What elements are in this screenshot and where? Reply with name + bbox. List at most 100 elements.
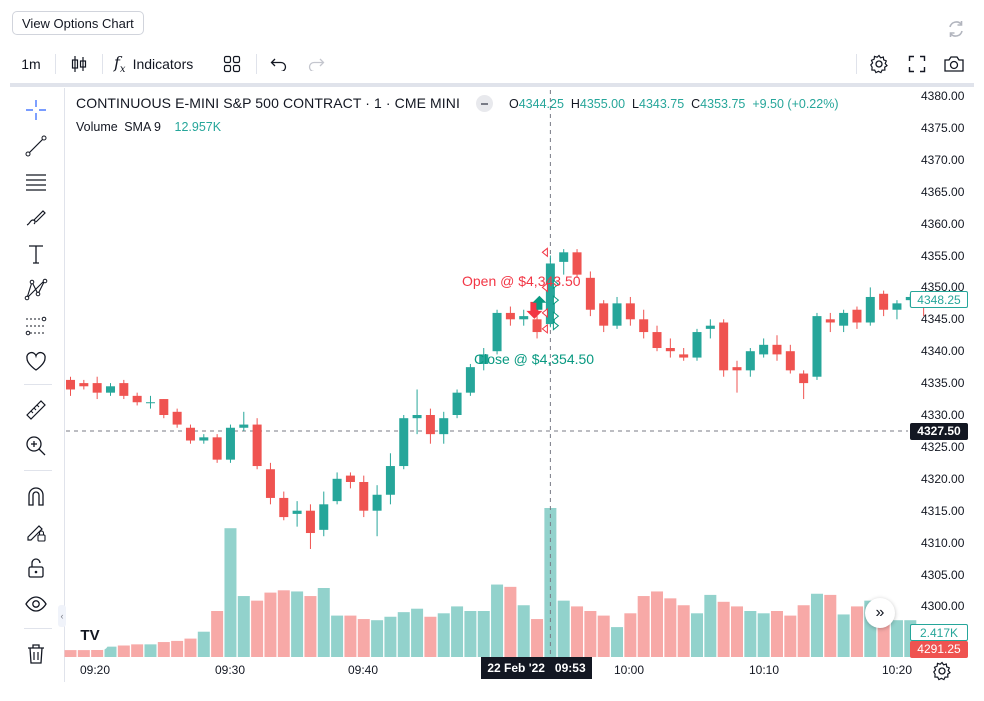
price-label: 4345.00	[921, 312, 965, 327]
symbol-title[interactable]: CONTINUOUS E-MINI S&P 500 CONTRACT · 1 ·…	[76, 95, 460, 111]
undo-icon[interactable]	[266, 44, 292, 84]
candle-body	[92, 383, 102, 393]
magnet-icon[interactable]	[22, 482, 50, 510]
interval-button[interactable]: 1m	[21, 56, 41, 72]
volume-label[interactable]: Volume	[76, 120, 118, 134]
candle-body	[412, 415, 422, 419]
divider	[24, 470, 52, 471]
redo-icon[interactable]	[303, 44, 329, 84]
settings-gear-icon[interactable]	[866, 44, 892, 84]
zoom-in-icon[interactable]	[22, 432, 50, 460]
text-icon[interactable]	[22, 240, 50, 268]
indicators-button[interactable]: fx Indicators	[114, 44, 210, 84]
fib-tools-icon[interactable]	[22, 312, 50, 340]
volume-bar	[464, 611, 477, 657]
candle-body	[79, 383, 89, 387]
candle-body	[545, 263, 555, 325]
volume-bar	[251, 600, 264, 657]
volume-bar	[691, 613, 704, 657]
volume-bar	[491, 584, 504, 657]
candle-body	[319, 504, 329, 530]
volume-bar	[611, 627, 624, 657]
candle-body	[452, 392, 462, 415]
candle-body	[585, 277, 595, 310]
fill-marker-icon	[541, 323, 548, 334]
price-label: 4340.00	[921, 344, 965, 359]
candle-body	[772, 344, 782, 355]
candle-body	[332, 478, 342, 502]
candle-body	[799, 373, 809, 384]
hide-legend-button[interactable]	[476, 95, 493, 112]
top-toolbar: 1m fx Indicators	[0, 44, 984, 84]
candle-body	[252, 424, 262, 467]
refresh-icon[interactable]	[945, 18, 967, 40]
volume-bar	[717, 601, 730, 657]
volume-bar	[277, 590, 290, 657]
volume-bar	[437, 613, 450, 657]
close-value: 4353.75	[700, 97, 746, 111]
price-label: 4350.00	[921, 280, 965, 295]
volume-bar	[264, 592, 277, 657]
price-label: 4325.00	[921, 439, 965, 454]
candle-body	[745, 351, 755, 371]
view-options-chart-button[interactable]: View Options Chart	[12, 11, 144, 35]
candle-body	[639, 319, 649, 333]
brush-icon[interactable]	[22, 204, 50, 232]
eye-icon[interactable]	[22, 590, 50, 618]
crosshair-time-label: 22 Feb '22 09:53	[481, 657, 592, 679]
candle-body	[305, 510, 315, 534]
scroll-to-realtime-button[interactable]: »	[865, 598, 895, 628]
volume-bar	[91, 648, 104, 657]
time-label: 09:40	[348, 663, 379, 677]
time-label: 10:10	[749, 663, 780, 677]
camera-icon[interactable]	[941, 44, 967, 84]
high-label: H	[570, 97, 580, 111]
change-value: +9.50 (+0.22%)	[752, 97, 839, 111]
divider	[856, 54, 857, 74]
candle-body	[612, 303, 622, 326]
collapse-toolbar-button[interactable]: ‹	[58, 605, 66, 627]
candles-style-icon[interactable]	[64, 44, 94, 84]
horizontal-lines-icon[interactable]	[22, 168, 50, 196]
volume-value: 12.957K	[174, 120, 222, 134]
candle-body	[385, 466, 395, 495]
fill-marker-icon	[541, 247, 548, 258]
volume-bar	[744, 611, 757, 657]
crosshair-icon[interactable]	[22, 96, 50, 124]
price-label: 4380.00	[921, 89, 965, 103]
volume-bar	[877, 620, 890, 657]
fullscreen-icon[interactable]	[904, 44, 930, 84]
ruler-icon[interactable]	[22, 396, 50, 424]
volume-bar	[451, 606, 464, 657]
candle-body	[679, 354, 689, 358]
candle-body	[852, 309, 862, 323]
low-label: L	[632, 97, 639, 111]
volume-bar	[237, 596, 250, 657]
time-label: 10:00	[614, 663, 645, 677]
price-label: 4320.00	[921, 471, 965, 486]
lock-drawing-icon[interactable]	[22, 518, 50, 546]
heart-icon[interactable]	[22, 348, 50, 376]
candle-body	[692, 332, 702, 358]
price-label: 4330.00	[921, 408, 965, 422]
trend-line-icon[interactable]	[22, 132, 50, 160]
price-label: 4360.00	[921, 216, 965, 231]
candle-body	[399, 418, 409, 467]
volume-bar	[517, 605, 530, 657]
layout-grid-icon[interactable]	[220, 44, 244, 84]
candle-body	[652, 332, 662, 349]
tradingview-logo[interactable]: TV	[72, 620, 108, 650]
candle-body	[199, 437, 209, 441]
unlock-icon[interactable]	[22, 554, 50, 582]
time-label: 09:20	[80, 663, 111, 677]
candle-body	[492, 312, 502, 352]
trash-icon[interactable]	[22, 640, 50, 668]
axis-settings-gear-icon[interactable]	[932, 661, 952, 681]
candle-body	[119, 383, 129, 396]
candle-body	[785, 351, 795, 371]
ohlc-values: O4344.25 H4355.00 L4343.75 C4353.75 +9.5…	[509, 97, 838, 111]
pattern-icon[interactable]	[22, 276, 50, 304]
candle-body	[839, 312, 849, 326]
close-label: C	[691, 97, 701, 111]
